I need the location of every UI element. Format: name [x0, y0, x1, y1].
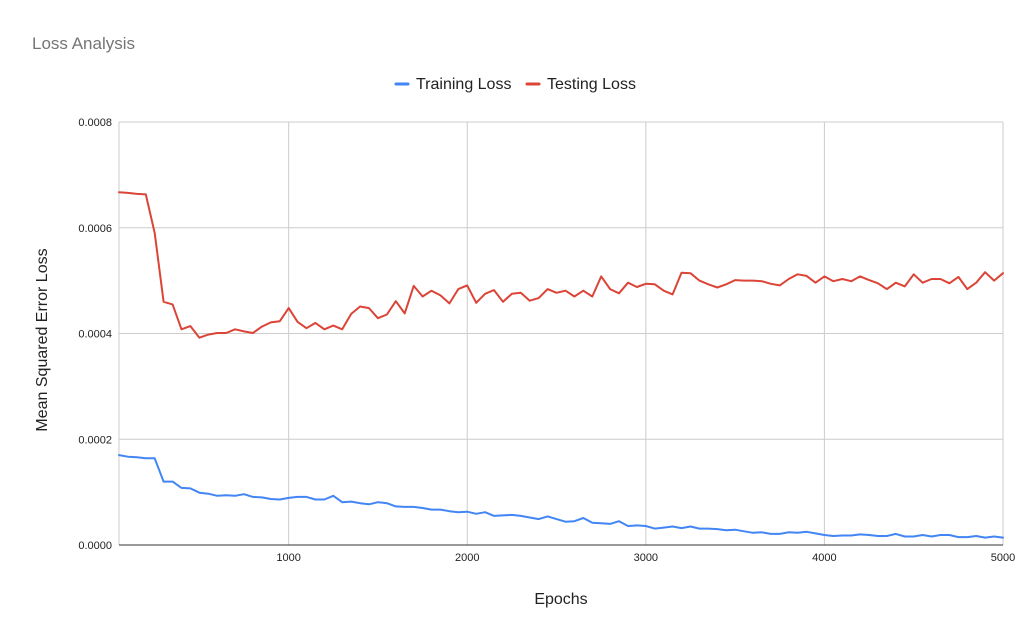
x-tick-label: 5000	[991, 552, 1015, 564]
legend-label-training-loss: Training Loss	[416, 76, 511, 93]
x-tick-label: 4000	[812, 552, 836, 564]
y-tick-label: 0.0002	[78, 434, 112, 446]
legend-label-testing-loss: Testing Loss	[547, 76, 636, 93]
series-line-training-loss	[118, 454, 1004, 539]
series-line-testing-loss	[118, 191, 1004, 339]
x-axis-title: Epochs	[534, 591, 587, 608]
y-axis-title: Mean Squared Error Loss	[34, 248, 51, 431]
y-axis-ticks: 0.0000 0.0002 0.0004 0.0006 0.0008	[78, 117, 112, 552]
y-tick-label: 0.0006	[78, 223, 112, 235]
x-axis-ticks: 1000 2000 3000 4000 5000	[276, 552, 1015, 564]
x-tick-label: 3000	[634, 552, 658, 564]
y-tick-label: 0.0000	[78, 540, 112, 552]
series-lines	[118, 191, 1004, 539]
x-tick-label: 2000	[455, 552, 479, 564]
chart-title: Loss Analysis	[32, 34, 135, 53]
y-tick-label: 0.0008	[78, 117, 112, 129]
y-tick-label: 0.0004	[78, 329, 112, 341]
legend: Training Loss Testing Loss	[394, 76, 636, 93]
x-tick-label: 1000	[276, 552, 300, 564]
